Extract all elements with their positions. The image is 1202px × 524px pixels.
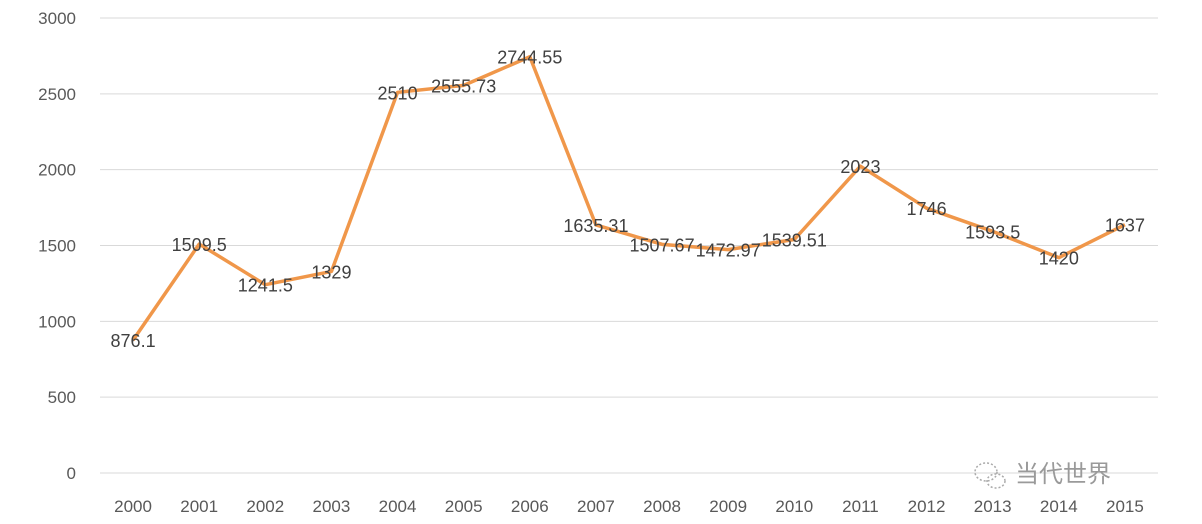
y-tick-label: 500: [48, 388, 76, 407]
x-tick-label: 2008: [643, 497, 681, 516]
x-tick-label: 2012: [908, 497, 946, 516]
x-tick-label: 2009: [709, 497, 747, 516]
x-tick-label: 2011: [842, 497, 879, 516]
data-label: 2510: [378, 83, 418, 103]
y-tick-label: 3000: [38, 9, 76, 28]
y-tick-label: 0: [67, 464, 76, 483]
x-tick-label: 2002: [246, 497, 284, 516]
data-label: 1593.5: [965, 222, 1020, 242]
watermark: 当代世界: [974, 460, 1111, 489]
data-label: 876.1: [111, 331, 156, 351]
data-label: 1472.97: [696, 241, 761, 261]
x-tick-label: 2001: [180, 497, 218, 516]
x-tick-label: 2003: [313, 497, 351, 516]
data-label: 1635.31: [563, 216, 628, 236]
x-tick-label: 2005: [445, 497, 483, 516]
x-tick-label: 2010: [775, 497, 813, 516]
data-label: 1241.5: [238, 276, 293, 296]
x-tick-label: 2014: [1040, 497, 1078, 516]
x-tick-label: 2000: [114, 497, 152, 516]
y-tick-label: 1500: [38, 237, 76, 256]
data-label: 1329: [311, 262, 351, 282]
watermark-text: 当代世界: [1015, 460, 1111, 488]
x-tick-label: 2007: [577, 497, 615, 516]
x-tick-label: 2013: [974, 497, 1012, 516]
wechat-icon: [974, 462, 1006, 489]
y-tick-label: 2000: [38, 161, 76, 180]
data-label: 1746: [907, 199, 947, 219]
data-label: 1637: [1105, 216, 1145, 236]
series-line: [131, 54, 1126, 342]
data-label: 1420: [1039, 249, 1079, 269]
data-label: 2023: [840, 157, 880, 177]
x-tick-label: 2004: [379, 497, 417, 516]
y-tick-label: 2500: [38, 85, 76, 104]
data-label: 2744.55: [497, 48, 562, 68]
data-label: 1539.51: [762, 231, 827, 251]
x-tick-label: 2015: [1106, 497, 1144, 516]
x-tick-label: 2006: [511, 497, 549, 516]
data-label: 2555.73: [431, 76, 496, 96]
y-tick-label: 1000: [38, 312, 76, 331]
data-label: 1509.5: [172, 235, 227, 255]
data-label: 1507.67: [630, 235, 695, 255]
